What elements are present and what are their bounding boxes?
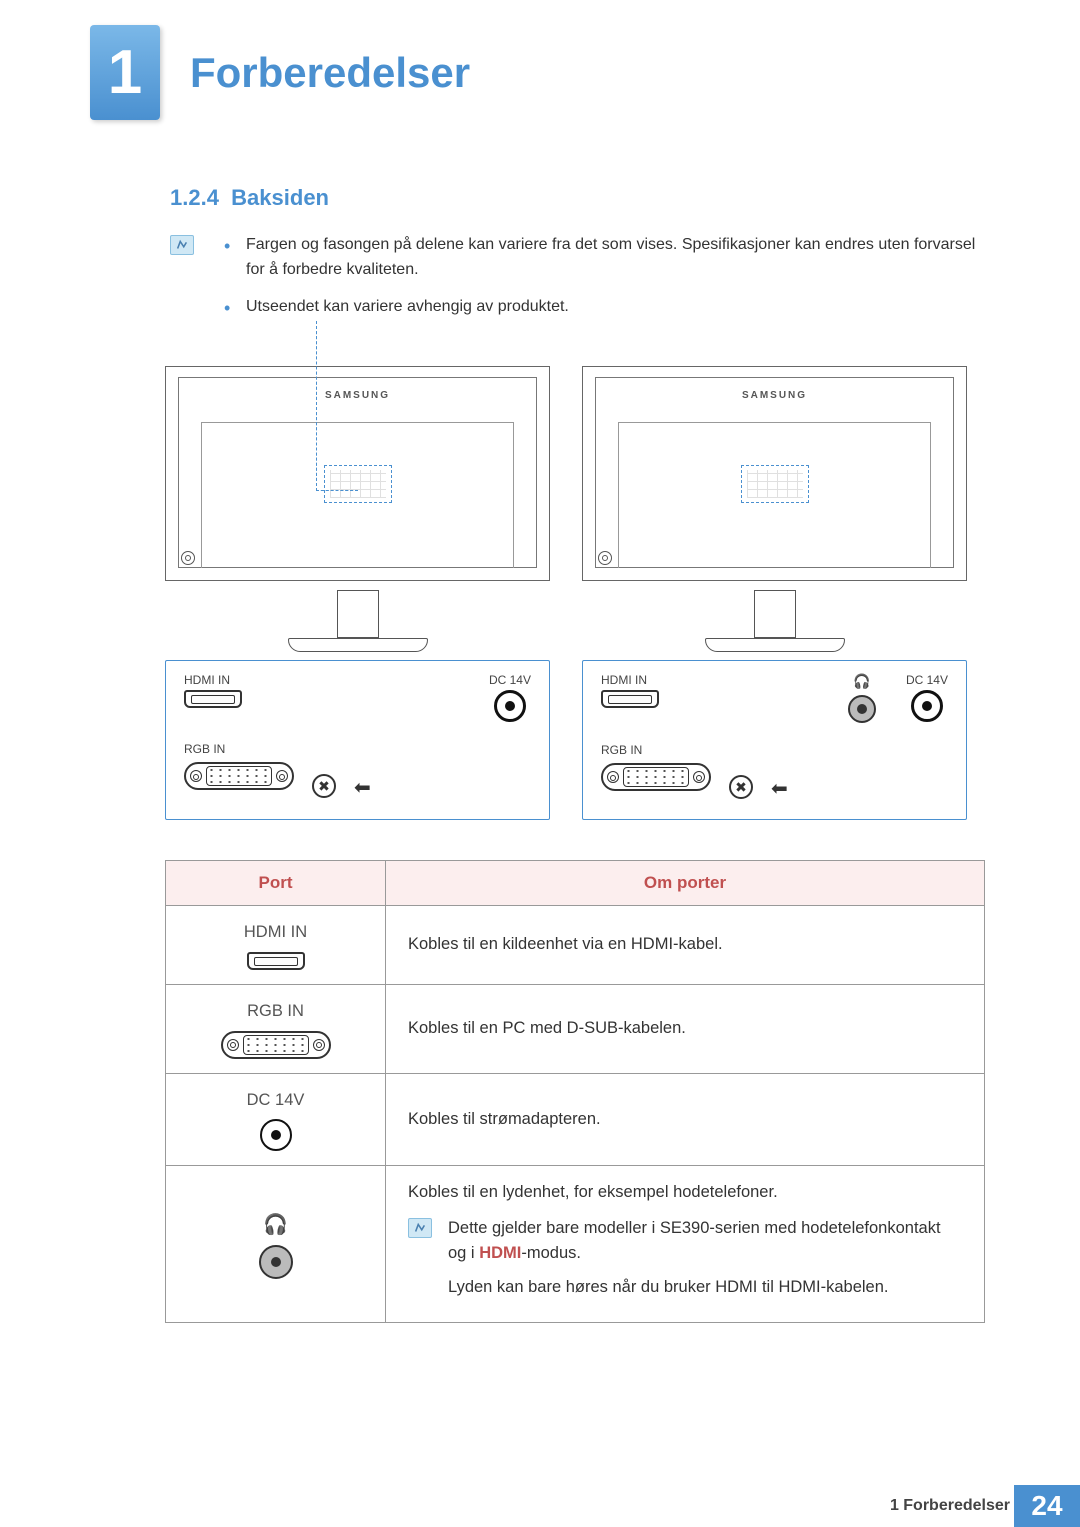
diagram-row: SAMSUNG HDMI IN DC 14V	[165, 366, 990, 820]
kensington-lock-icon	[312, 774, 336, 798]
port-cell-dc: DC 14V	[166, 1073, 386, 1166]
port-desc: Kobles til en kildeenhet via en HDMI-kab…	[386, 906, 985, 985]
headphone-icon: 🎧	[853, 673, 870, 690]
kensington-lock-icon	[729, 775, 753, 799]
page-content: 1.2.4 Baksiden Fargen og fasongen på del…	[170, 185, 990, 1323]
note-icon	[170, 235, 194, 255]
port-cell-hdmi: HDMI IN	[166, 906, 386, 985]
hp-desc-line: Kobles til en lydenhet, for eksempel hod…	[408, 1180, 962, 1206]
chapter-number-badge: 1	[90, 25, 160, 120]
note-item: Fargen og fasongen på delene kan variere…	[224, 233, 990, 283]
rgb-label: RGB IN	[601, 743, 711, 757]
note-block: Fargen og fasongen på delene kan variere…	[170, 233, 990, 331]
dc-jack-icon	[494, 690, 526, 722]
note-item: Utseendet kan variere avhengig av produk…	[224, 295, 990, 320]
diagram-right: SAMSUNG HDMI IN 🎧	[582, 366, 967, 820]
dc-jack-icon	[911, 690, 943, 722]
chapter-header: 1 Forberedelser	[90, 25, 470, 120]
port-desc: Kobles til en PC med D-SUB-kabelen.	[386, 984, 985, 1073]
section-heading: 1.2.4 Baksiden	[170, 185, 990, 211]
rgb-label: RGB IN	[184, 742, 294, 756]
hdmi-port-icon	[184, 690, 242, 708]
table-row: HDMI IN Kobles til en kildeenhet via en …	[166, 906, 985, 985]
port-desc: Kobles til strømadapteren.	[386, 1073, 985, 1166]
page-number-badge: 24	[1014, 1485, 1080, 1527]
table-row: DC 14V Kobles til strømadapteren.	[166, 1073, 985, 1166]
headphone-jack-icon	[848, 695, 876, 723]
hdmi-port-icon	[601, 690, 659, 708]
headphone-jack-icon	[259, 1245, 293, 1279]
port-label: HDMI IN	[188, 920, 363, 946]
port-desc-headphone: Kobles til en lydenhet, for eksempel hod…	[386, 1166, 985, 1323]
table-row: 🎧 Kobles til en lydenhet, for eksempel h…	[166, 1166, 985, 1323]
hdmi-label: HDMI IN	[184, 673, 242, 687]
port-label: DC 14V	[188, 1088, 363, 1114]
arrow-left-icon: ⬅	[771, 776, 788, 801]
vga-port-icon	[601, 763, 711, 791]
hdmi-strong: HDMI	[479, 1244, 521, 1262]
footer-chapter-label: 1 Forberedelser	[890, 1497, 1010, 1515]
dc-jack-icon	[260, 1119, 292, 1151]
hdmi-label: HDMI IN	[601, 673, 659, 687]
ports-table: Port Om porter HDMI IN Kobles til en kil…	[165, 860, 985, 1323]
col-about: Om porter	[386, 861, 985, 906]
hp-note-text: Dette gjelder bare modeller i SE390-seri…	[448, 1216, 962, 1301]
headphone-icon: 🎧	[188, 1210, 363, 1241]
port-cell-headphone: 🎧	[166, 1166, 386, 1323]
port-cell-rgb: RGB IN	[166, 984, 386, 1073]
monitor-rear: SAMSUNG	[582, 366, 967, 581]
port-cluster-icon	[741, 465, 809, 503]
dc-label: DC 14V	[906, 673, 948, 687]
port-panel-b: HDMI IN 🎧 DC 14V	[582, 660, 967, 820]
table-row: RGB IN Kobles til en PC med D-SUB-kabele…	[166, 984, 985, 1073]
hp-desc-line2: Lyden kan bare høres når du bruker HDMI …	[448, 1275, 962, 1301]
hdmi-port-icon	[247, 952, 305, 970]
dc-label: DC 14V	[489, 673, 531, 687]
arrow-left-icon: ⬅	[354, 775, 371, 800]
page-footer: 1 Forberedelser 24	[0, 1485, 1080, 1527]
col-port: Port	[166, 861, 386, 906]
port-label: RGB IN	[188, 999, 363, 1025]
table-header-row: Port Om porter	[166, 861, 985, 906]
section-title: Baksiden	[231, 185, 329, 210]
note-icon	[408, 1218, 432, 1238]
note-list: Fargen og fasongen på delene kan variere…	[224, 233, 990, 331]
section-number: 1.2.4	[170, 185, 219, 210]
hp-sub-note: Dette gjelder bare modeller i SE390-seri…	[408, 1216, 962, 1301]
vga-port-icon	[221, 1031, 331, 1059]
brand-label: SAMSUNG	[742, 390, 807, 401]
chapter-title: Forberedelser	[190, 49, 470, 97]
port-panel-a: HDMI IN DC 14V RGB IN	[165, 660, 550, 820]
vga-port-icon	[184, 762, 294, 790]
